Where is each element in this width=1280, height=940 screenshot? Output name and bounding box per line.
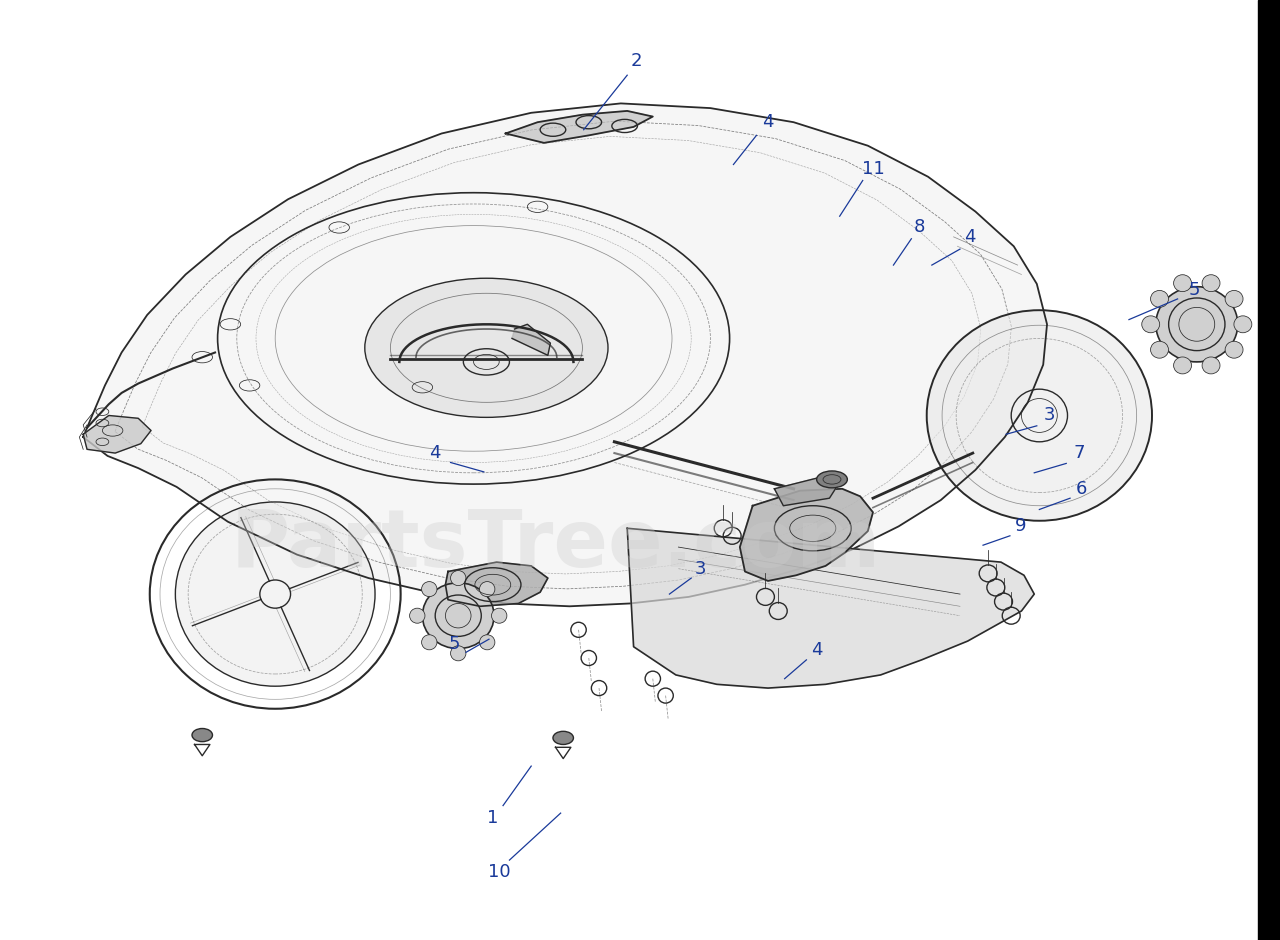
Ellipse shape — [365, 278, 608, 417]
Ellipse shape — [553, 731, 573, 744]
Polygon shape — [740, 489, 873, 581]
Ellipse shape — [480, 582, 495, 597]
Ellipse shape — [1156, 287, 1238, 362]
Ellipse shape — [927, 310, 1152, 521]
Text: 2: 2 — [631, 52, 641, 70]
Polygon shape — [774, 478, 838, 506]
Text: 5: 5 — [1189, 280, 1199, 299]
Ellipse shape — [1202, 357, 1220, 374]
Text: 10: 10 — [488, 863, 511, 882]
Ellipse shape — [1174, 357, 1192, 374]
Ellipse shape — [421, 634, 436, 650]
Ellipse shape — [1174, 274, 1192, 291]
Polygon shape — [445, 562, 548, 606]
Text: 11: 11 — [861, 160, 884, 179]
Ellipse shape — [1151, 341, 1169, 358]
Text: 4: 4 — [430, 444, 440, 462]
Ellipse shape — [480, 634, 495, 650]
Ellipse shape — [1225, 290, 1243, 307]
Ellipse shape — [1202, 274, 1220, 291]
Text: 4: 4 — [763, 113, 773, 132]
Text: 5: 5 — [449, 634, 460, 653]
Ellipse shape — [192, 728, 212, 742]
Text: 6: 6 — [1076, 479, 1087, 498]
Text: 7: 7 — [1074, 444, 1084, 462]
Ellipse shape — [451, 646, 466, 661]
Bar — [1258, 0, 1280, 940]
Ellipse shape — [1234, 316, 1252, 333]
Ellipse shape — [1151, 290, 1169, 307]
Polygon shape — [83, 103, 1047, 606]
Ellipse shape — [1225, 341, 1243, 358]
Ellipse shape — [175, 502, 375, 686]
Ellipse shape — [817, 471, 847, 488]
Ellipse shape — [422, 583, 494, 649]
Text: 9: 9 — [1015, 517, 1025, 536]
Ellipse shape — [451, 571, 466, 586]
Text: 4: 4 — [965, 227, 975, 246]
Text: 8: 8 — [914, 218, 924, 237]
Text: 4: 4 — [812, 641, 822, 660]
Ellipse shape — [492, 608, 507, 623]
Text: 1: 1 — [488, 808, 498, 827]
Text: 3: 3 — [1044, 406, 1055, 425]
Ellipse shape — [1142, 316, 1160, 333]
Polygon shape — [512, 324, 550, 355]
Ellipse shape — [410, 608, 425, 623]
Ellipse shape — [421, 582, 436, 597]
Polygon shape — [506, 111, 653, 143]
Polygon shape — [83, 415, 151, 453]
Text: 3: 3 — [695, 559, 705, 578]
Polygon shape — [627, 528, 1034, 688]
Text: PartsTree.com: PartsTree.com — [230, 507, 881, 584]
